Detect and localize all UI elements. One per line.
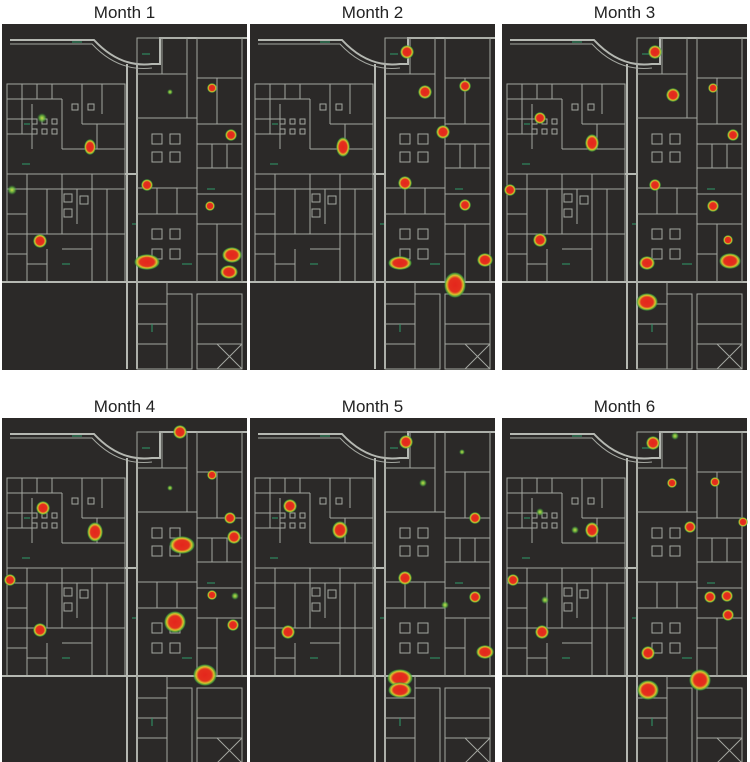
- panel-title: Month 2: [342, 3, 403, 22]
- heat-spot: [469, 591, 481, 603]
- floor-plan-panel: [249, 418, 496, 762]
- heat-spot: [167, 89, 173, 95]
- heat-spot: [388, 682, 412, 698]
- heat-spot: [444, 272, 466, 298]
- panel-title: Month 4: [94, 397, 155, 416]
- heat-spot: [459, 80, 471, 92]
- heat-spot: [646, 436, 660, 450]
- heat-spot: [722, 609, 734, 621]
- heat-spot: [436, 125, 450, 139]
- heat-spot: [388, 256, 412, 270]
- heat-spot: [721, 590, 733, 602]
- heat-spot: [225, 129, 237, 141]
- heat-spot: [469, 512, 481, 524]
- heat-spot: [33, 234, 47, 248]
- floor-plan-panel: [501, 418, 748, 762]
- heat-spot: [4, 574, 16, 586]
- floor-plan-panel: [1, 418, 248, 762]
- heat-spot: [476, 645, 494, 659]
- heat-spot: [205, 201, 215, 211]
- heat-spot: [441, 601, 449, 609]
- floor-plan-panel: [249, 24, 496, 370]
- heat-spot: [84, 139, 96, 155]
- heat-spot: [535, 625, 549, 639]
- heat-spot: [231, 592, 239, 600]
- heat-spot: [738, 517, 748, 527]
- heat-spot: [533, 233, 547, 247]
- heat-spot: [477, 253, 493, 267]
- heat-spot: [400, 45, 414, 59]
- heat-spot: [398, 176, 412, 190]
- heat-spot: [167, 485, 173, 491]
- heat-spot: [227, 619, 239, 631]
- heat-spot: [7, 185, 17, 195]
- panel-title: Month 5: [342, 397, 403, 416]
- heat-spot: [336, 137, 350, 157]
- heat-spot: [708, 83, 718, 93]
- heat-spot: [666, 88, 680, 102]
- heat-spot: [571, 526, 579, 534]
- heat-spot: [585, 134, 599, 152]
- heat-spot: [398, 571, 412, 585]
- heat-spot: [227, 530, 241, 544]
- heat-spot: [684, 521, 696, 533]
- heat-spot: [536, 508, 544, 516]
- heat-spot: [283, 499, 297, 513]
- heat-spot: [164, 611, 186, 633]
- heat-spot: [169, 536, 195, 554]
- heat-spot: [220, 265, 238, 279]
- heat-spot: [648, 45, 662, 59]
- heat-spot: [37, 113, 47, 123]
- heat-spot: [719, 253, 741, 269]
- heat-spot: [332, 521, 348, 539]
- heat-spot: [418, 85, 432, 99]
- heat-spot: [637, 680, 659, 700]
- heat-spot: [534, 112, 546, 124]
- heat-spot: [222, 247, 242, 263]
- heat-spot: [641, 646, 655, 660]
- heat-spot: [399, 435, 413, 449]
- heat-spot: [727, 129, 739, 141]
- heat-spot: [636, 293, 658, 311]
- heat-spot: [387, 669, 413, 687]
- panel-title: Month 6: [594, 397, 655, 416]
- heat-spot: [459, 199, 471, 211]
- heat-spot: [710, 477, 720, 487]
- heat-spot: [193, 664, 217, 686]
- heat-spot: [207, 470, 217, 480]
- heat-spot: [207, 83, 217, 93]
- heat-spot: [207, 590, 217, 600]
- heat-spot: [419, 479, 427, 487]
- panel-title: Month 3: [594, 3, 655, 22]
- heat-spot: [639, 256, 655, 270]
- heat-spot: [689, 669, 711, 691]
- heat-spot: [224, 512, 236, 524]
- heat-spot: [36, 501, 50, 515]
- heat-spot: [134, 254, 160, 270]
- heat-spot: [173, 425, 187, 439]
- heat-spot: [87, 522, 103, 542]
- heat-spot: [723, 235, 733, 245]
- floor-plan-panel: [501, 24, 748, 370]
- heat-spot: [671, 432, 679, 440]
- heat-spot: [141, 179, 153, 191]
- heat-spot: [707, 200, 719, 212]
- panel-title: Month 1: [94, 3, 155, 22]
- heat-spot: [704, 591, 716, 603]
- heat-spot: [281, 625, 295, 639]
- heat-spot: [541, 596, 549, 604]
- heat-spot: [667, 478, 677, 488]
- heat-spot: [33, 623, 47, 637]
- heat-spot: [649, 179, 661, 191]
- heat-spot: [504, 184, 516, 196]
- heat-spot: [459, 449, 465, 455]
- heat-spot: [507, 574, 519, 586]
- floor-plan-panel: [1, 24, 248, 370]
- heat-spot: [585, 522, 599, 538]
